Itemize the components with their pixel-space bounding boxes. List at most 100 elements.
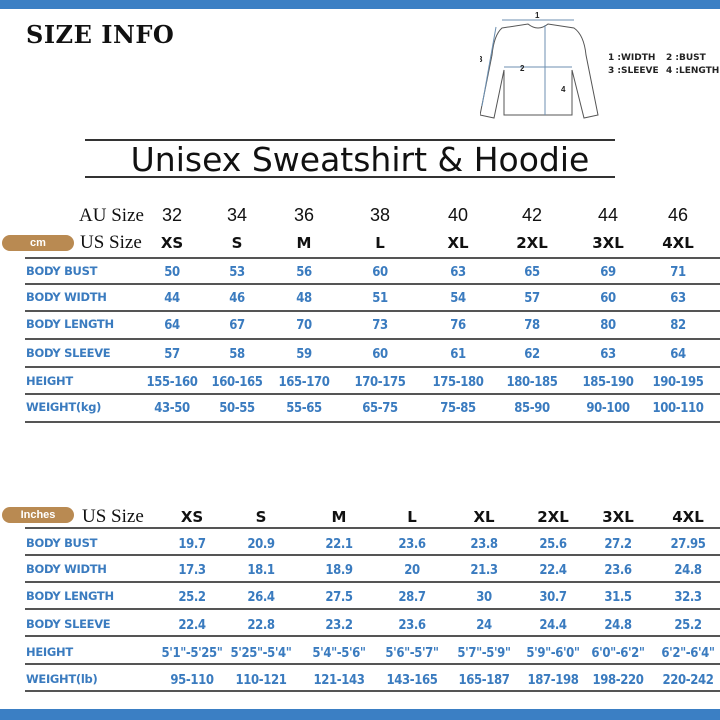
table-cell: 27.95 [670,537,706,552]
diagram-label-2: 2 [520,64,525,73]
us-size-inches-2: M [331,508,347,526]
table-cell: 23.2 [325,618,353,633]
us-size-0: XS [160,234,184,252]
row-rule [25,366,720,368]
us-size-label: US Size [80,232,142,253]
table-cell: 57 [524,291,540,306]
table-cell: 24.4 [539,618,567,633]
table-cell: 90-100 [586,401,630,416]
table-cell: 24.8 [674,563,702,578]
us-size-7: 4XL [662,234,694,252]
us-size-5: 2XL [516,234,548,252]
table-cell: 5'7"-5'9" [457,646,511,661]
table-cell: 5'25"-5'4" [230,646,292,661]
table-cell: 70 [296,318,312,333]
table-cell: 155-160 [146,375,198,390]
us-size-2: M [296,234,312,252]
table-cell: 5'6"-5'7" [385,646,439,661]
table-cell: 5'9"-6'0" [526,646,580,661]
row-label: BODY BUST [26,264,98,278]
table-cell: 73 [372,318,388,333]
table-cell: 100-110 [652,401,704,416]
table-cell: 57 [164,347,180,362]
row-rule [25,663,720,665]
table-cell: 27.5 [325,590,353,605]
table-cell: 46 [229,291,245,306]
table-cell: 6'0"-6'2" [591,646,645,661]
us-size-inches-1: S [255,508,267,526]
product-title: Unisex Sweatshirt & Hoodie [130,140,590,179]
us-size-inches-3: L [407,508,417,526]
table-cell: 23.6 [398,537,426,552]
row-rule [25,581,720,583]
table-cell: 59 [296,347,312,362]
table-cell: 64 [164,318,180,333]
table-cell: 63 [450,265,466,280]
row-label: BODY LENGTH [26,589,114,603]
size-info-heading: SIZE INFO [26,20,175,49]
row-rule [25,283,720,285]
table-cell: 20.9 [247,537,275,552]
table-cell: 69 [600,265,616,280]
table-cell: 54 [450,291,466,306]
table-cell: 28.7 [398,590,426,605]
table-cell: 22.8 [247,618,275,633]
table-cell: 23.6 [604,563,632,578]
au-size-1: 34 [226,205,248,225]
table-cell: 220-242 [662,673,714,688]
us-size-1: S [231,234,243,252]
table-cell: 78 [524,318,540,333]
table-cell: 50-55 [219,401,255,416]
table-cell: 25.6 [539,537,567,552]
row-rule [25,338,720,340]
row-rule [25,393,720,395]
au-size-0: 32 [161,205,183,225]
table-cell: 60 [600,291,616,306]
au-size-3: 38 [369,205,391,225]
table-cell: 26.4 [247,590,275,605]
us-size-inches-7: 4XL [672,508,704,526]
row-label: WEIGHT(lb) [26,672,98,686]
table-cell: 63 [600,347,616,362]
legend-sleeve: 3 :SLEEVE [608,66,659,76]
row-rule [25,635,720,637]
us-size-6: 3XL [592,234,624,252]
au-size-5: 42 [521,205,543,225]
table-cell: 60 [372,265,388,280]
table-cell: 19.7 [178,537,206,552]
us-size-inches-4: XL [473,508,495,526]
bottom-blue-bar [0,709,720,720]
table-cell: 20 [404,563,420,578]
us-size-inches-0: XS [180,508,204,526]
table-cell: 121-143 [313,673,365,688]
table-cell: 23.8 [470,537,498,552]
table-cell: 64 [670,347,686,362]
row-label: BODY LENGTH [26,317,114,331]
table-cell: 22.4 [178,618,206,633]
row-rule [25,310,720,312]
table-cell: 63 [670,291,686,306]
row-label: BODY SLEEVE [26,617,111,631]
table-cell: 110-121 [235,673,287,688]
table-cell: 55-65 [286,401,322,416]
diagram-label-4: 4 [561,85,566,94]
table-cell: 5'1"-5'25" [161,646,223,661]
row-label: HEIGHT [26,374,73,388]
table-cell: 170-175 [354,375,406,390]
title-rule-bottom [85,176,615,178]
table-cell: 48 [296,291,312,306]
row-label: BODY WIDTH [26,290,107,304]
table-cell: 30 [476,590,492,605]
table-cell: 30.7 [539,590,567,605]
au-size-6: 44 [597,205,619,225]
us-size-inches-6: 3XL [602,508,634,526]
table-cell: 85-90 [514,401,550,416]
row-rule [25,421,720,423]
table-cell: 6'2"-6'4" [661,646,715,661]
header-rule [25,527,720,529]
table-cell: 18.9 [325,563,353,578]
table-cell: 25.2 [178,590,206,605]
row-label: BODY SLEEVE [26,346,111,360]
table-cell: 165-170 [278,375,330,390]
